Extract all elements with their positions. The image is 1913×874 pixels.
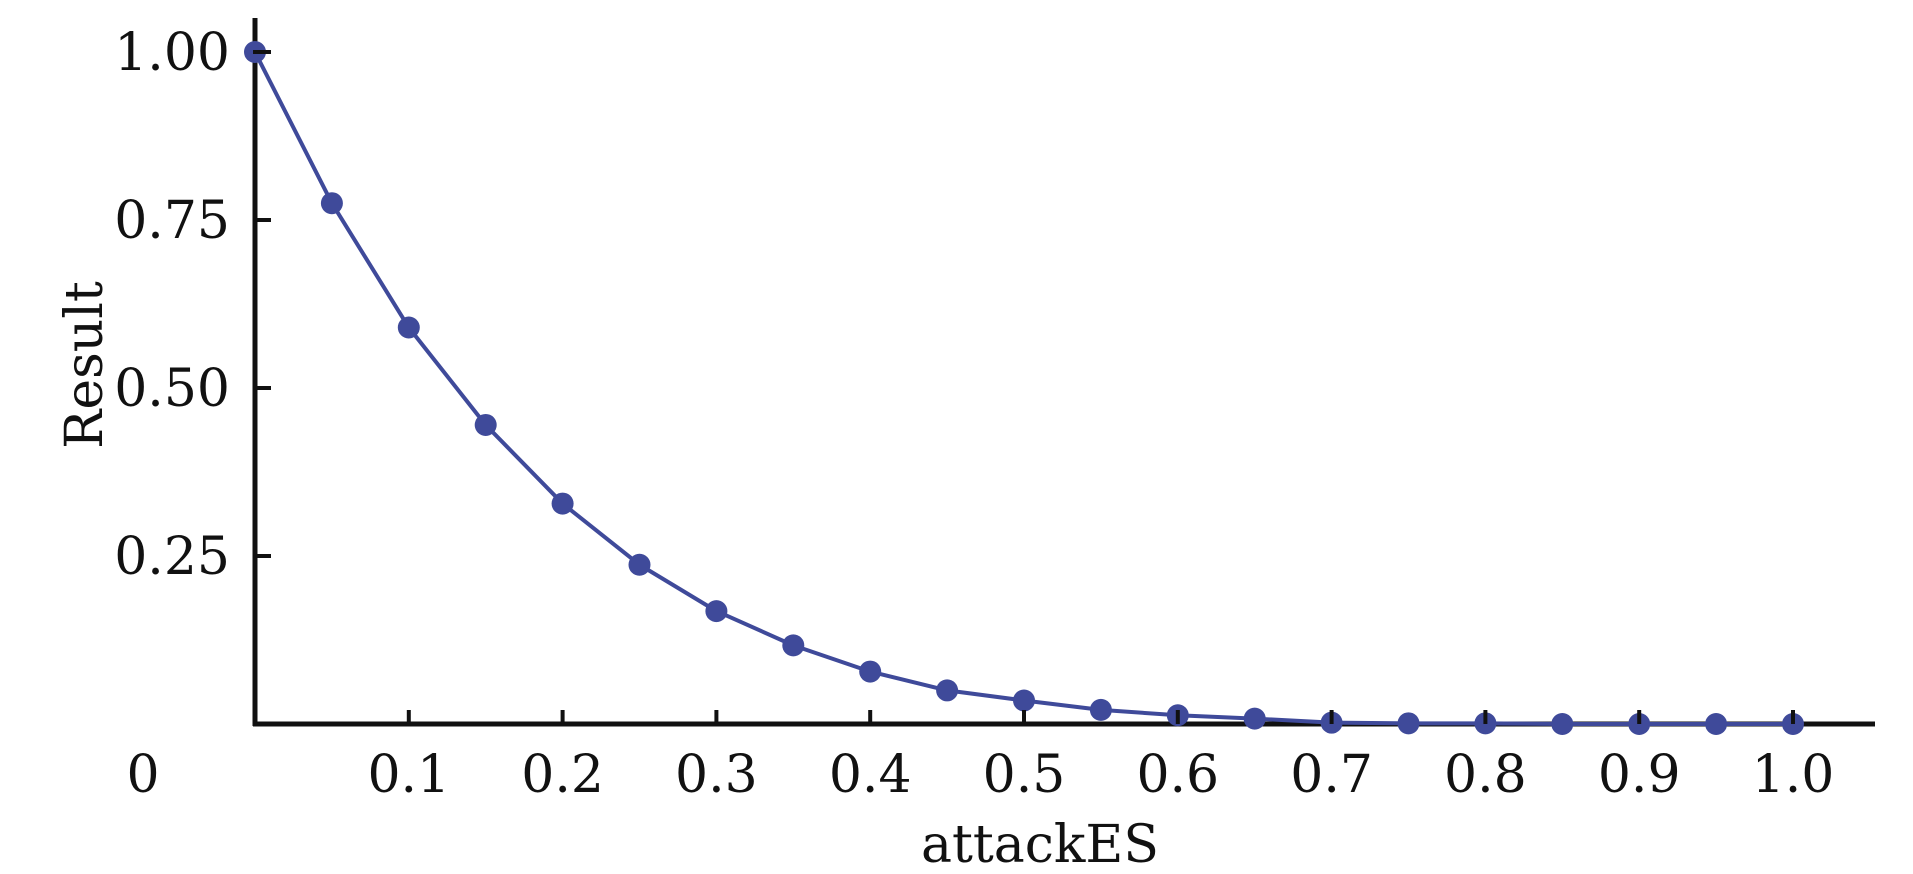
y-tick-label: 1.00 [114,23,230,83]
series-layer [244,41,1804,735]
data-point [859,660,882,683]
data-point [1551,713,1574,735]
x-tick-label: 0.2 [521,745,604,805]
data-point [474,413,497,436]
data-point [628,553,651,576]
data-point [705,600,728,623]
series-line [253,51,1793,726]
data-point [936,679,959,702]
data-point [551,492,574,515]
y-axis-title: Result [55,281,115,449]
y-tick-label: 0.75 [114,191,230,251]
origin-label: 0 [126,745,159,805]
data-point [1397,712,1420,735]
data-point [1243,707,1266,730]
data-point [1089,698,1112,721]
data-point [320,192,343,215]
ticks-layer: 0.250.500.751.000.1 0.2 0.3 0.4 0.5 0.6 0.7 0.8… [114,23,1834,805]
x-tick-label: 0.5 [983,745,1066,805]
axes [252,18,1875,727]
x-tick-label: 0.7 [1290,745,1373,805]
data-point [1013,689,1035,712]
data-point [782,634,805,657]
x-tick-label: 0.9 [1598,745,1681,805]
x-tick-label: 1.0 [1752,745,1835,805]
x-axis-title: attackES [921,815,1159,874]
x-tick-label: 0.8 [1444,745,1527,805]
y-tick-label: 0.25 [114,527,230,587]
x-tick-label: 0.4 [829,745,912,805]
data-point [397,316,420,339]
x-tick-label: 0.1 [367,745,450,805]
y-tick-label: 0.50 [114,359,230,419]
data-point [1705,713,1728,735]
x-tick-label: 0.6 [1136,745,1219,805]
x-tick-label: 0.3 [675,745,758,805]
